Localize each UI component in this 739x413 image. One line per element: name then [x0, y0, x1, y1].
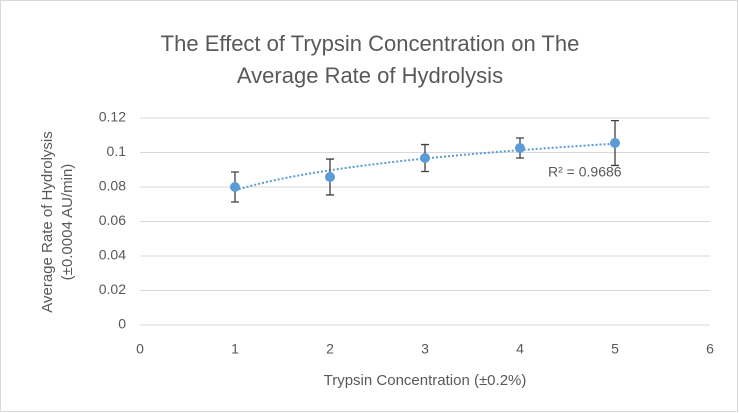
y-axis-label: (±0.0004 AU/min): [59, 164, 76, 281]
x-tick-label: 2: [326, 341, 334, 357]
chart-title: Average Rate of Hydrolysis: [237, 63, 503, 88]
x-tick-label: 1: [231, 341, 239, 357]
x-tick-label: 5: [611, 341, 619, 357]
y-tick-label: 0.02: [99, 281, 126, 297]
y-tick-label: 0.1: [107, 143, 127, 159]
x-tick-label: 6: [706, 341, 714, 357]
x-tick-label: 0: [136, 341, 144, 357]
x-tick-label: 3: [421, 341, 429, 357]
point: [515, 143, 525, 154]
y-tick-label: 0.12: [99, 109, 126, 125]
y-tick-label: 0.06: [99, 212, 126, 228]
annotation: R² = 0.9686: [548, 164, 622, 180]
chart-title: The Effect of Trypsin Concentration on T…: [161, 31, 580, 56]
x-axis-label: Trypsin Concentration (±0.2%): [324, 372, 527, 389]
y-tick-label: 0.04: [99, 247, 126, 263]
y-tick-label: 0: [118, 316, 126, 332]
x-tick-label: 4: [516, 341, 524, 357]
point: [420, 153, 430, 164]
point: [230, 182, 240, 192]
point: [610, 138, 620, 149]
point: [325, 171, 335, 182]
y-tick-label: 0.08: [99, 178, 126, 194]
y-axis-label: Average Rate of Hydrolysis: [39, 131, 56, 312]
